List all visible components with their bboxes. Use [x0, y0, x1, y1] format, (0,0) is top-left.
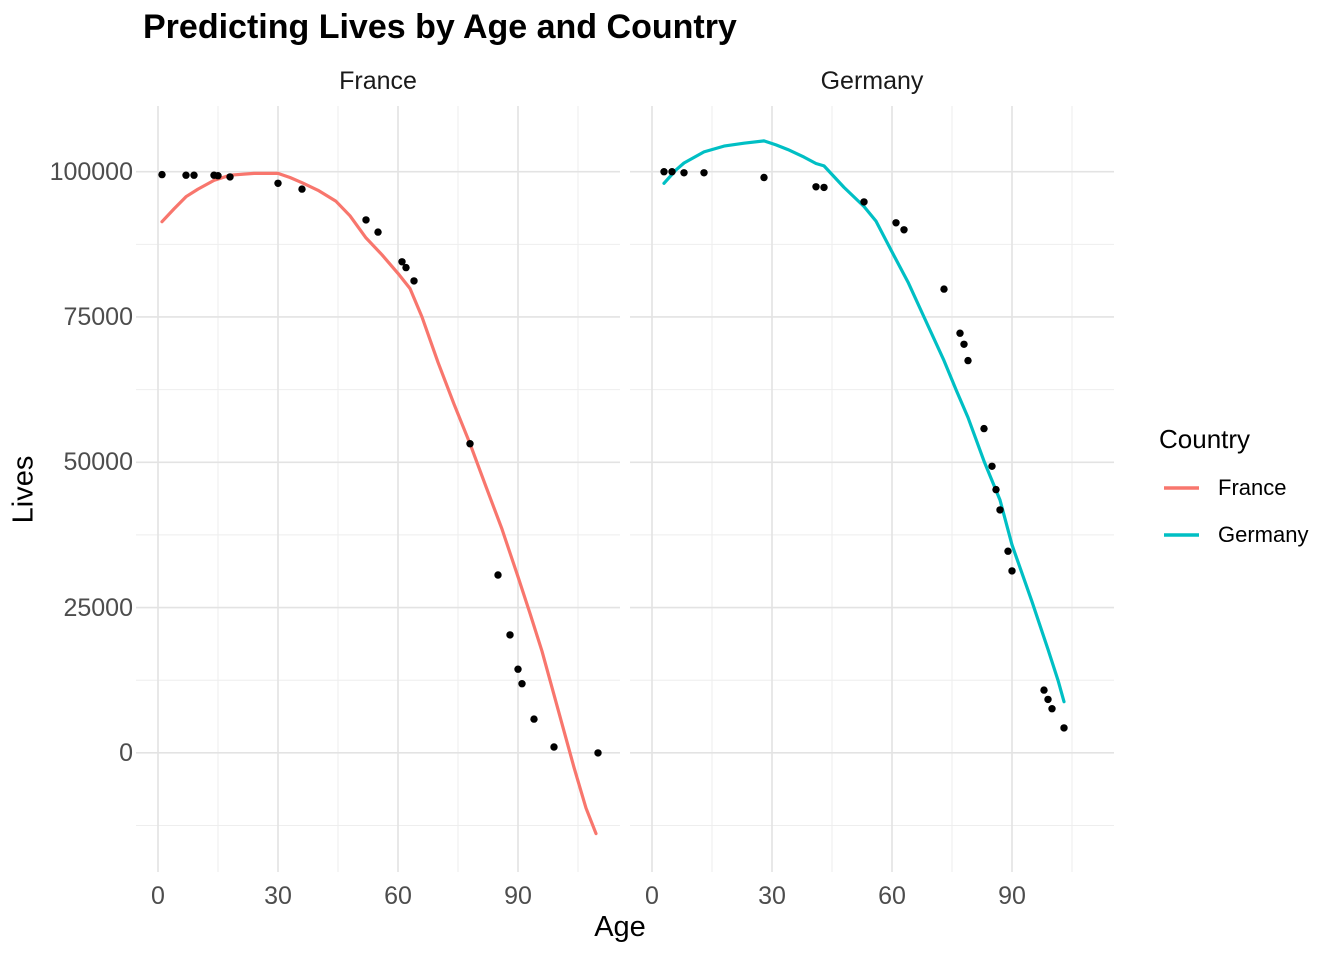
panel-france-plot [136, 106, 620, 872]
legend-item-label: France [1218, 475, 1287, 500]
data-point [996, 506, 1004, 514]
data-point [960, 340, 968, 348]
x-tick-label: 60 [384, 882, 412, 910]
data-point [398, 258, 406, 266]
x-tick-label: 0 [645, 882, 659, 910]
x-axis-title: Age [594, 911, 646, 943]
data-point [892, 219, 900, 227]
data-point [362, 216, 370, 224]
data-point [530, 715, 538, 723]
legend-item-label: Germany [1218, 522, 1309, 547]
facet-strip-germany: Germany [820, 67, 924, 95]
y-tick-label: 50000 [63, 448, 133, 477]
data-point [494, 571, 502, 579]
panel-france [136, 106, 620, 872]
data-point [594, 749, 602, 757]
data-point [660, 168, 668, 176]
legend: Country France Germany [1158, 0, 1344, 960]
x-tick-label: 90 [504, 882, 532, 910]
data-point [518, 680, 526, 688]
data-point [680, 169, 688, 177]
line-swatch-icon [1164, 486, 1199, 490]
data-point [1040, 686, 1048, 694]
data-point [668, 168, 676, 176]
data-point [812, 183, 820, 191]
data-point [1004, 547, 1012, 555]
chart-title: Predicting Lives by Age and Country [143, 8, 737, 46]
y-tick-label: 100000 [49, 157, 133, 186]
data-point [158, 170, 166, 179]
data-point [1060, 724, 1068, 732]
data-point [190, 171, 198, 179]
data-point [514, 665, 522, 673]
data-point [900, 226, 908, 234]
data-point [374, 228, 382, 236]
data-point [700, 169, 708, 177]
panel-germany-plot [630, 106, 1114, 872]
x-tick-label: 30 [758, 882, 786, 910]
fit-line-france [160, 171, 598, 836]
fit-line-germany [662, 139, 1066, 704]
data-point [226, 173, 234, 181]
data-point [964, 356, 972, 365]
x-tick-label: 60 [878, 882, 906, 910]
data-point [1044, 695, 1052, 704]
panel-germany [630, 106, 1114, 872]
data-point [182, 171, 190, 179]
data-point [760, 173, 768, 182]
y-axis-title: Lives [7, 455, 40, 524]
data-point [1048, 705, 1056, 713]
data-point [506, 631, 514, 639]
y-tick-label: 25000 [63, 593, 133, 622]
data-point [988, 462, 996, 470]
data-point [214, 172, 222, 180]
data-point [860, 198, 868, 206]
data-point [274, 179, 282, 187]
data-point [466, 440, 474, 448]
x-tick-label: 90 [998, 882, 1026, 910]
data-point [940, 285, 948, 293]
legend-title: Country [1159, 424, 1251, 454]
data-point [992, 485, 1000, 494]
y-tick-label: 75000 [63, 302, 133, 331]
x-tick-label: 30 [264, 882, 292, 910]
data-point [410, 277, 418, 285]
x-tick-label: 0 [151, 882, 165, 910]
data-point [956, 329, 964, 337]
data-point [1008, 567, 1016, 575]
line-swatch-icon [1164, 533, 1199, 537]
data-point [980, 424, 988, 433]
data-point [820, 183, 828, 192]
facet-strip-france: France [339, 67, 417, 95]
data-point [550, 743, 558, 751]
data-point [298, 185, 306, 193]
y-tick-label: 0 [119, 738, 133, 767]
data-point [402, 263, 410, 272]
